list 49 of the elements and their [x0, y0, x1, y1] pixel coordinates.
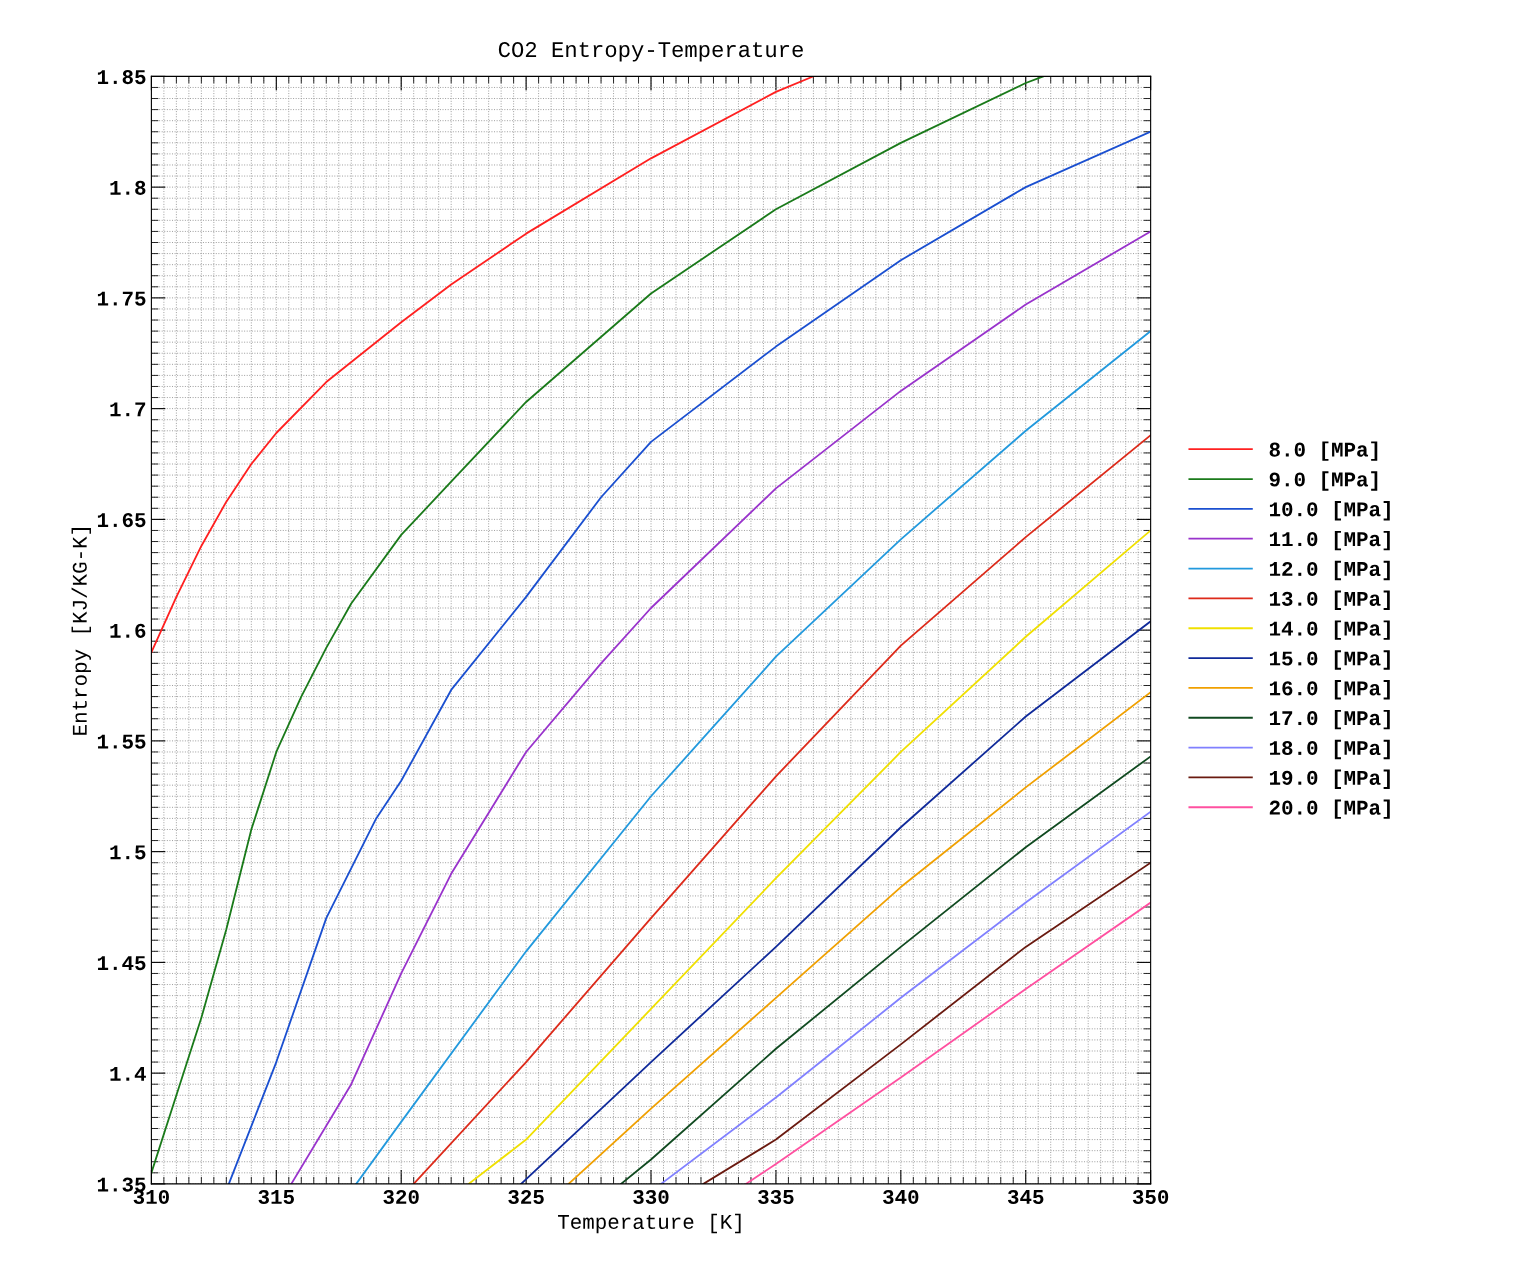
chart-title: CO2 Entropy-Temperature	[498, 42, 803, 62]
legend-label: 20.0 [MPa]	[1269, 799, 1390, 819]
legend-label: 9.0 [MPa]	[1269, 471, 1378, 491]
legend-label: 12.0 [MPa]	[1269, 560, 1390, 581]
line-series	[227, 130, 1151, 1184]
line-series	[151, 76, 815, 654]
x-tick-label: 335	[758, 1189, 794, 1205]
y-tick-label: 1.5	[110, 845, 146, 860]
x-axis-title: Temperature [K]	[558, 1213, 741, 1234]
y-tick-label: 1.55	[97, 734, 146, 749]
legend-label: 8.0 [MPa]	[1269, 441, 1378, 461]
legend-label: 10.0 [MPa]	[1269, 501, 1390, 521]
x-tick-label: 330	[633, 1189, 669, 1205]
line-series	[567, 691, 1151, 1184]
line-series	[151, 76, 1045, 1174]
legend-label: 19.0 [MPa]	[1269, 769, 1390, 790]
legend-label: 18.0 [MPa]	[1269, 739, 1390, 760]
line-series	[355, 330, 1151, 1184]
y-tick-label: 1.85	[97, 69, 146, 85]
legend-label: 15.0 [MPa]	[1269, 650, 1390, 670]
y-tick-label: 1.65	[97, 513, 146, 528]
y-tick-label: 1.6	[110, 623, 146, 638]
legend-label: 13.0 [MPa]	[1269, 590, 1390, 611]
y-tick-label: 1.75	[97, 291, 146, 306]
x-tick-label: 310	[133, 1189, 169, 1205]
line-series	[290, 230, 1151, 1184]
line-series	[467, 529, 1151, 1184]
legend-label: 11.0 [MPa]	[1269, 530, 1390, 551]
x-tick-label: 320	[383, 1189, 419, 1205]
legend-label: 17.0 [MPa]	[1269, 709, 1390, 730]
line-series	[660, 810, 1151, 1184]
x-tick-label: 325	[508, 1189, 544, 1205]
line-series	[520, 620, 1151, 1184]
legend-label: 14.0 [MPa]	[1269, 620, 1390, 640]
y-tick-label: 1.35	[97, 1177, 146, 1192]
line-series	[412, 434, 1151, 1184]
x-tick-label: 315	[258, 1189, 294, 1205]
line-series	[745, 901, 1151, 1184]
x-tick-label: 350	[1132, 1189, 1169, 1205]
x-tick-label: 340	[883, 1189, 919, 1205]
y-tick-label: 1.7	[110, 402, 146, 417]
legend-label: 16.0 [MPa]	[1269, 680, 1390, 700]
x-tick-label: 345	[1007, 1189, 1044, 1205]
y-tick-label: 1.45	[97, 956, 146, 971]
y-axis-title: Entropy [KJ/KG-K]	[71, 528, 91, 735]
y-tick-label: 1.4	[110, 1066, 146, 1081]
y-tick-label: 1.8	[110, 180, 146, 195]
line-series	[702, 861, 1151, 1184]
line-series	[620, 755, 1151, 1184]
